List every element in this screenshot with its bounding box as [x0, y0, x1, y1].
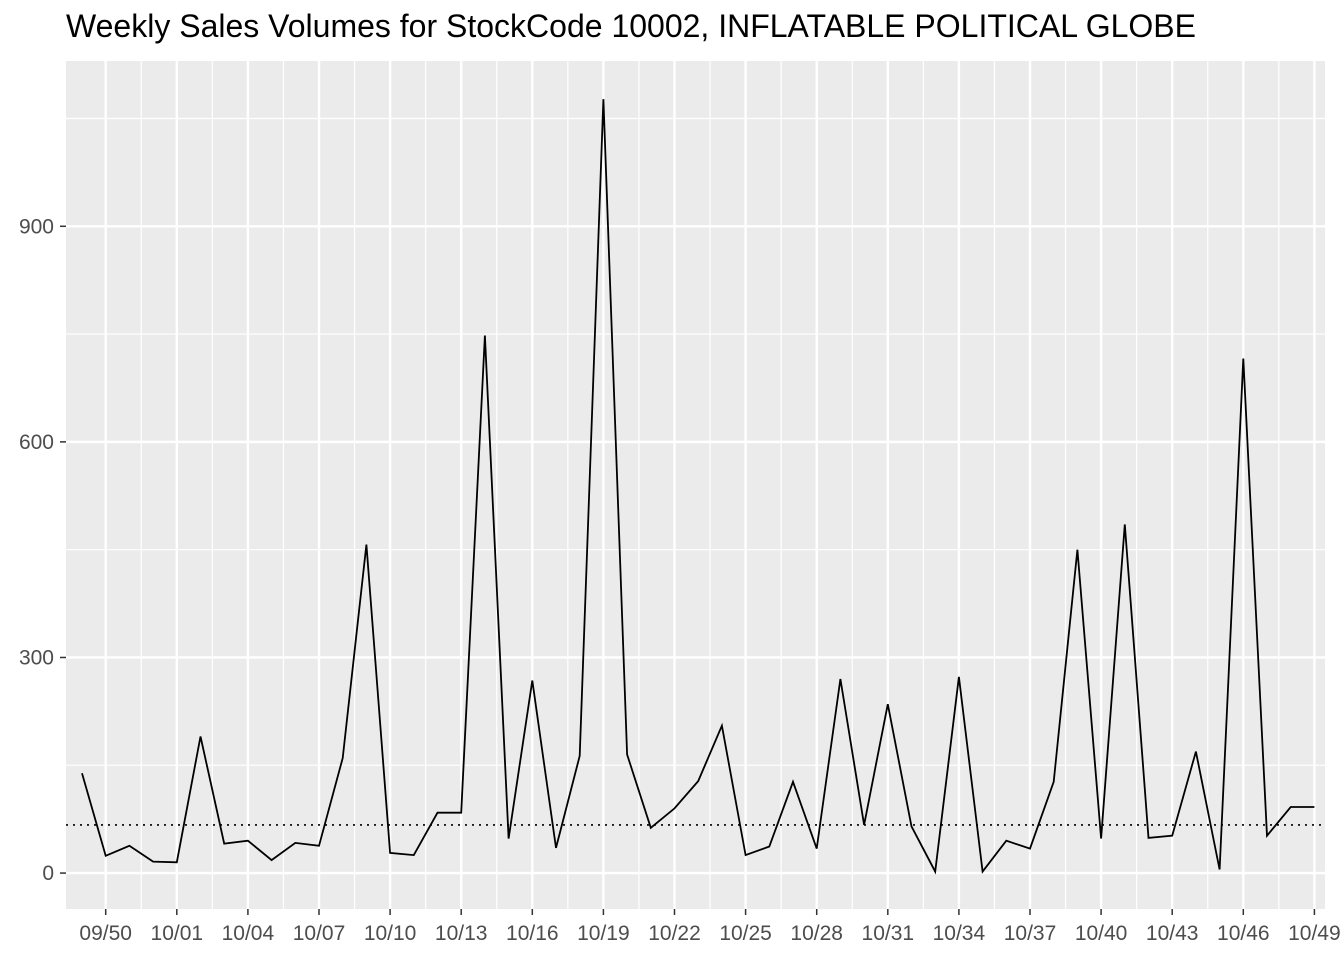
y-tick-label: 300: [19, 646, 54, 669]
data-point: [1053, 781, 1055, 783]
x-tick-label: 09/50: [79, 922, 132, 945]
x-tick-label: 10/43: [1146, 922, 1199, 945]
x-tick-label: 10/16: [506, 922, 559, 945]
data-point: [579, 755, 581, 757]
data-point: [152, 861, 154, 863]
data-point: [674, 807, 676, 809]
x-tick-label: 10/19: [577, 922, 630, 945]
data-point: [200, 736, 202, 738]
data-point: [1313, 806, 1315, 808]
x-tick-label: 10/01: [151, 922, 204, 945]
data-point: [1242, 358, 1244, 360]
data-point: [1171, 835, 1173, 837]
x-tick-label: 10/34: [933, 922, 986, 945]
x-tick-label: 10/28: [790, 922, 843, 945]
data-point: [247, 840, 249, 842]
data-point: [365, 544, 367, 546]
data-point: [1124, 524, 1126, 526]
x-tick-label: 10/40: [1075, 922, 1128, 945]
data-point: [792, 781, 794, 783]
data-point: [1029, 848, 1031, 850]
data-point: [863, 824, 865, 826]
data-point: [721, 725, 723, 727]
y-tick-label: 600: [19, 431, 54, 454]
data-point: [1005, 840, 1007, 842]
data-point: [531, 679, 533, 681]
data-point: [816, 848, 818, 850]
x-axis-ticks: 09/50 10/01 10/04 10/07 10/10 10/13 10/16 10/19…: [79, 909, 1341, 945]
data-point: [128, 845, 130, 847]
chart-title: Weekly Sales Volumes for StockCode 10002…: [66, 8, 1196, 44]
x-tick-label: 10/25: [719, 922, 772, 945]
data-point: [982, 871, 984, 873]
data-point: [460, 812, 462, 814]
x-tick-label: 10/31: [862, 922, 915, 945]
x-tick-label: 10/04: [222, 922, 275, 945]
data-point: [81, 772, 83, 774]
series-line-group: [81, 98, 1315, 875]
data-point: [1076, 549, 1078, 551]
data-point: [105, 855, 107, 857]
data-point: [768, 845, 770, 847]
x-tick-label: 10/10: [364, 922, 417, 945]
data-point: [508, 838, 510, 840]
data-point: [294, 842, 296, 844]
data-point: [1290, 806, 1292, 808]
y-axis-ticks: 0 300 600 900: [19, 215, 66, 885]
x-tick-label: 10/37: [1004, 922, 1057, 945]
x-tick-label: 10/46: [1217, 922, 1270, 945]
data-point: [413, 854, 415, 856]
data-point: [626, 753, 628, 755]
data-point: [1266, 835, 1268, 837]
data-point: [650, 827, 652, 829]
minor-gridlines: [66, 61, 1325, 909]
data-point: [176, 861, 178, 863]
data-point: [1100, 838, 1102, 840]
plot-panel: [66, 61, 1325, 909]
data-point: [602, 98, 604, 100]
data-point: [342, 757, 344, 759]
x-tick-label: 10/49: [1288, 922, 1341, 945]
data-point: [745, 854, 747, 856]
series-line: [81, 99, 1315, 875]
data-point: [911, 825, 913, 827]
y-tick-label: 900: [19, 215, 54, 238]
data-point: [271, 859, 273, 861]
data-point: [887, 703, 889, 705]
y-tick-label: 0: [42, 862, 54, 885]
data-point: [1195, 751, 1197, 753]
x-tick-label: 10/13: [435, 922, 488, 945]
data-point: [555, 847, 557, 849]
data-point: [1219, 868, 1221, 870]
data-point: [318, 845, 320, 847]
x-tick-label: 10/22: [648, 922, 701, 945]
data-point: [934, 871, 936, 873]
data-point: [437, 812, 439, 814]
data-point: [958, 676, 960, 678]
x-tick-label: 10/07: [293, 922, 346, 945]
data-point: [1148, 837, 1150, 839]
data-point: [223, 843, 225, 845]
data-point: [484, 335, 486, 337]
data-point: [389, 852, 391, 854]
data-point: [697, 780, 699, 782]
data-point: [839, 678, 841, 680]
